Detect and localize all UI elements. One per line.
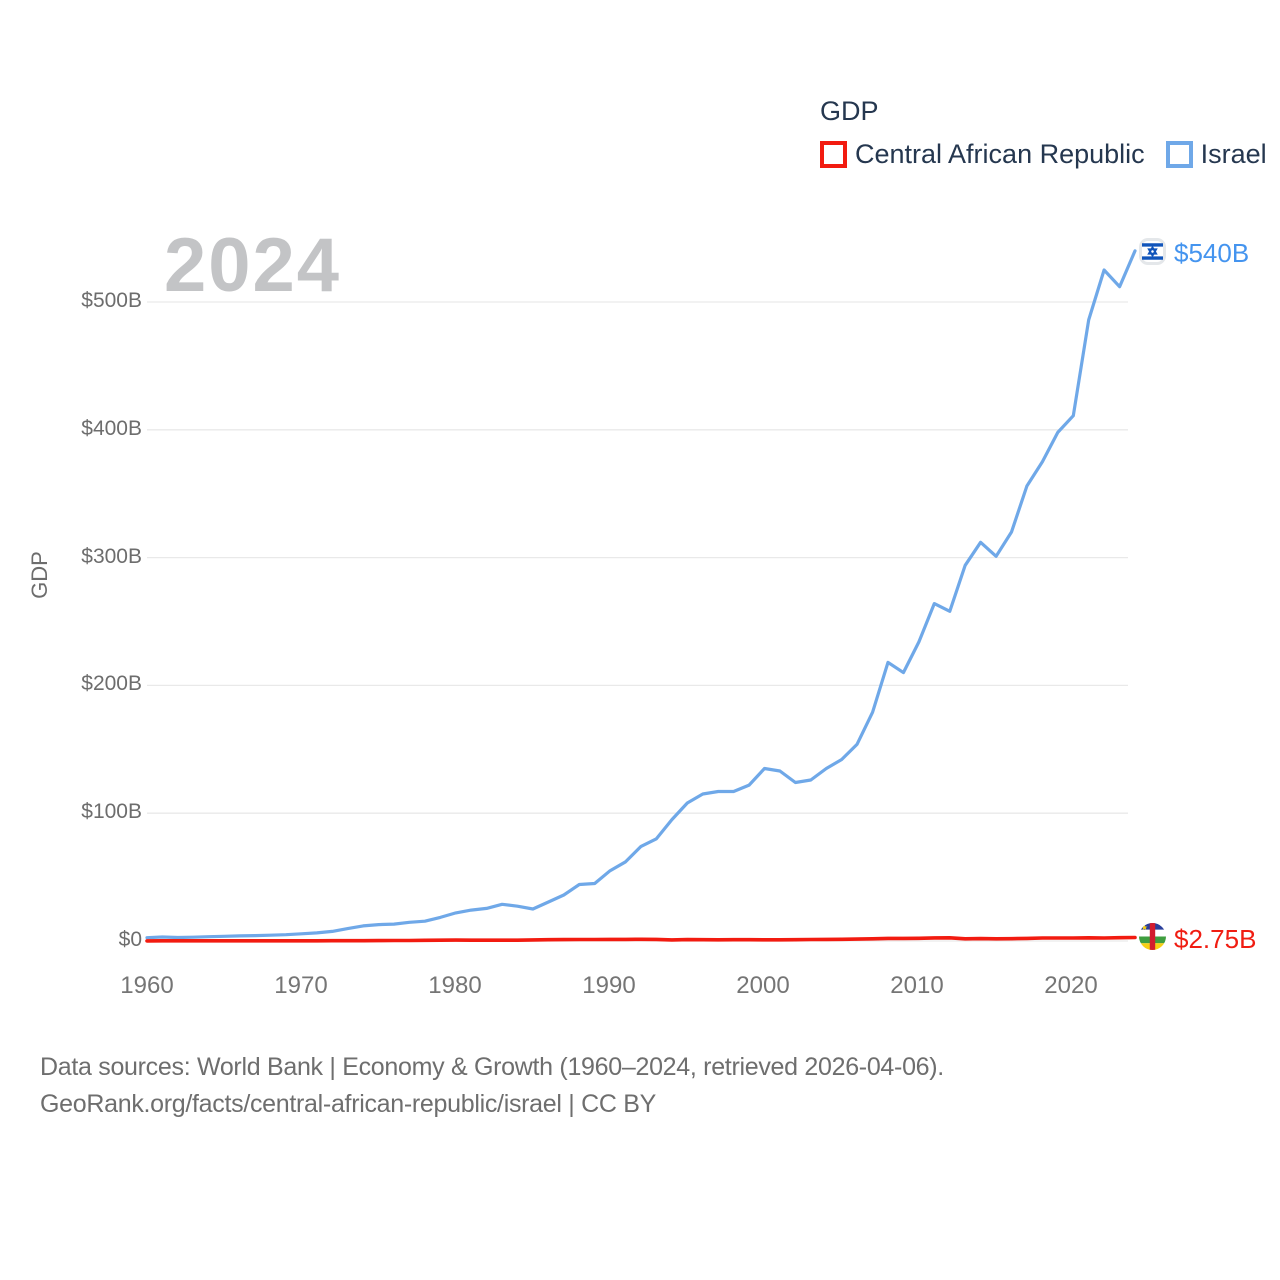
y-tick-label: $100B: [81, 800, 142, 823]
x-tick-label: 2020: [1044, 972, 1098, 999]
y-tick-label: $300B: [81, 545, 142, 568]
legend-title: GDP: [820, 96, 879, 126]
year-watermark: 2024: [164, 223, 342, 308]
israel-series-swatch: [1165, 141, 1193, 168]
legend-item-label: Israel: [1200, 139, 1267, 169]
central-african-republic-series-swatch: [820, 141, 847, 168]
y-tick-label: $400B: [81, 417, 142, 440]
series-line-central-african-republic: [145, 935, 1137, 943]
x-tick-label: 1990: [582, 972, 636, 999]
legend-item-central-african-republic[interactable]: Central African Republic: [820, 139, 1145, 170]
x-tick-label: 1960: [120, 972, 174, 999]
y-tick-label: $0: [118, 928, 142, 951]
x-tick-label: 1970: [274, 972, 328, 999]
series-line-israel: [145, 249, 1137, 940]
legend: GDP Central African Republic Israel: [820, 96, 1280, 170]
legend-item-label: Central African Republic: [855, 139, 1145, 169]
central-african-republic-end-value-label: $2.75B: [1174, 924, 1257, 954]
x-tick-label: 2000: [736, 972, 790, 999]
y-tick-label: $200B: [81, 672, 142, 695]
legend-items: Central African Republic Israel: [820, 139, 1280, 170]
israel-end-value-label: $540B: [1174, 238, 1250, 268]
y-axis-title: GDP: [27, 551, 52, 599]
footer-attribution: GeoRank.org/facts/central-african-republ…: [40, 1090, 657, 1118]
x-tick-label: 1980: [428, 972, 482, 999]
x-tick-label: 2010: [890, 972, 944, 999]
legend-item-israel[interactable]: Israel: [1165, 139, 1267, 170]
footer: Data sources: World Bank | Economy & Gro…: [40, 1049, 944, 1123]
israel-flag-icon: [1139, 238, 1166, 265]
y-tick-label: $500B: [81, 289, 142, 312]
central-african-republic-flag-icon: [1139, 923, 1166, 950]
footer-data-sources: Data sources: World Bank | Economy & Gro…: [40, 1053, 944, 1081]
